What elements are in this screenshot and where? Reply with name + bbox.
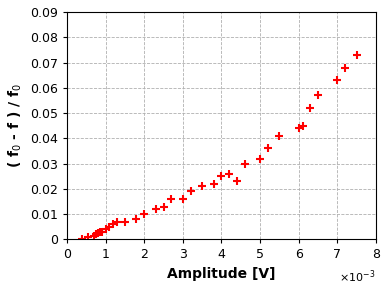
Text: $\times10^{-3}$: $\times10^{-3}$ [339, 268, 375, 285]
X-axis label: Amplitude [V]: Amplitude [V] [167, 267, 276, 281]
Y-axis label: ( f$_0$ - f ) / f$_0$: ( f$_0$ - f ) / f$_0$ [7, 83, 24, 168]
